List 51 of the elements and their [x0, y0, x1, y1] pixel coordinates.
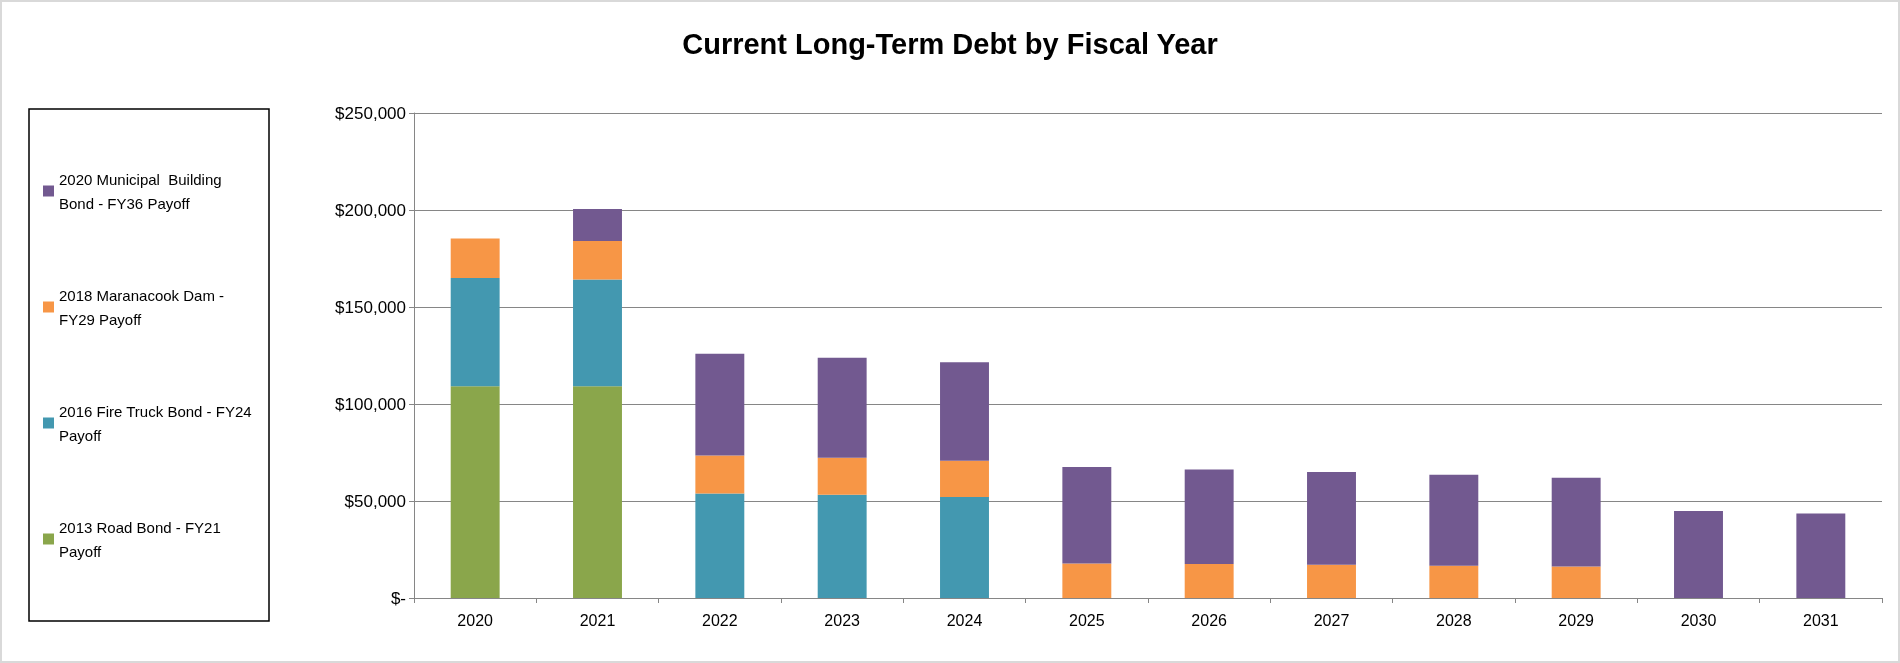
x-tick-label: 2029	[1558, 611, 1595, 629]
x-tick-label: 2027	[1313, 611, 1350, 629]
y-tick-label: $-	[390, 588, 406, 608]
bar	[817, 494, 867, 598]
chart-title: Current Long-Term Debt by Fiscal Year	[682, 27, 1218, 60]
bar	[573, 386, 622, 598]
bar	[573, 209, 622, 242]
x-tick-label: 2023	[824, 611, 861, 629]
bar	[1062, 563, 1112, 598]
bar	[695, 493, 745, 598]
x-tick-label: 2026	[1191, 611, 1228, 629]
bar	[1429, 565, 1479, 598]
x-tick-label: 2028	[1436, 611, 1472, 629]
bar	[1184, 469, 1234, 565]
y-tick-label: $100,000	[335, 394, 406, 414]
x-tick-label: 2025	[1069, 611, 1105, 629]
bar	[1551, 566, 1601, 598]
x-tick-label: 2024	[946, 611, 983, 629]
bar	[1307, 471, 1356, 565]
bar	[450, 386, 500, 598]
y-tick-label: $150,000	[335, 297, 406, 317]
x-tick-label: 2030	[1680, 611, 1717, 629]
bar	[1062, 467, 1112, 564]
bar	[573, 279, 622, 387]
bar	[817, 357, 867, 458]
x-tick-label: 2020	[457, 611, 494, 629]
x-tick-label: 2031	[1803, 611, 1839, 629]
legend-label: 2020 Municipal Building Bond - FY36 Payoff	[59, 170, 226, 212]
bar	[1307, 564, 1356, 598]
bar	[817, 457, 867, 495]
legend-label: 2018 Maranacook Dam - FY29 Payoff	[59, 286, 229, 328]
x-tick-label: 2021	[579, 611, 616, 629]
bar	[940, 362, 989, 461]
bar	[1674, 511, 1723, 598]
bar	[940, 460, 989, 497]
x-tick-label: 2022	[702, 611, 738, 629]
bar	[450, 278, 500, 387]
legend-label: 2013 Road Bond - FY21 Payoff	[59, 518, 225, 560]
bar	[450, 238, 500, 279]
bar	[1429, 474, 1479, 566]
bar	[1796, 513, 1846, 598]
bar	[1551, 477, 1601, 567]
legend-label: 2016 Fire Truck Bond - FY24 Payoff	[59, 402, 256, 444]
bar	[695, 353, 745, 456]
bar	[940, 496, 989, 598]
bar	[695, 455, 745, 494]
y-tick-label: $200,000	[335, 200, 406, 220]
y-tick-label: $50,000	[344, 491, 406, 511]
bar	[573, 241, 622, 280]
bar	[1184, 564, 1234, 598]
y-tick-label: $250,000	[335, 103, 406, 123]
